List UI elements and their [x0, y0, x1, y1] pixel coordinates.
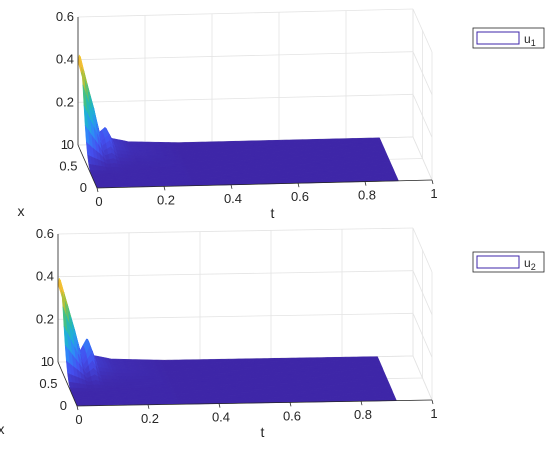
t-tick — [297, 183, 300, 188]
t-tick-label: 0.4 — [224, 191, 242, 206]
legend-swatch — [476, 255, 520, 269]
z-tick-label: 0.4 — [36, 269, 54, 284]
z-tick-label: 0 — [47, 354, 54, 369]
x-tick-label: 1 — [61, 137, 68, 152]
legend: u2 — [472, 251, 545, 273]
z-tick-label: 0.4 — [56, 52, 74, 67]
grid-line — [57, 312, 414, 320]
z-tick-label: 0.2 — [56, 94, 74, 109]
x-tick-label: 0.5 — [39, 376, 57, 391]
t-axis-label: t — [261, 424, 265, 440]
t-tick — [218, 403, 221, 408]
surface-patch — [375, 137, 382, 141]
t-axis-line — [76, 399, 433, 407]
t-tick-label: 0.6 — [291, 189, 309, 204]
t-tick-label: 1 — [430, 186, 437, 201]
x-tick-label: 0 — [60, 398, 67, 413]
x-tick-label: 1 — [41, 354, 48, 369]
surface-patch — [373, 356, 380, 360]
legend-swatch — [476, 31, 520, 45]
x-tick-label: 0 — [80, 180, 87, 195]
t-tick — [230, 184, 233, 189]
surface-patch — [383, 378, 389, 382]
x-axis-label: x — [18, 203, 25, 219]
surface-mesh — [57, 277, 397, 406]
z-tick-label: 0.2 — [36, 311, 54, 326]
t-tick-label: 0.6 — [283, 408, 301, 423]
t-tick — [163, 186, 166, 191]
t-tick — [431, 179, 434, 185]
z-tick-label: 0 — [67, 137, 74, 152]
x-axis-line — [57, 361, 78, 407]
t-tick-label: 0.8 — [358, 188, 376, 203]
legend-label: u1 — [524, 32, 536, 48]
axes — [57, 234, 434, 411]
t-tick — [289, 402, 292, 407]
t-axis-label: t — [271, 205, 275, 221]
t-tick — [431, 399, 434, 405]
x-axis-line — [77, 144, 98, 189]
legend-label: u2 — [524, 256, 536, 272]
z-tick-label: 0.6 — [56, 9, 74, 24]
t-axis-line — [96, 179, 433, 189]
legend: u1 — [472, 27, 545, 49]
t-tick — [76, 405, 79, 411]
z-tick-label: 0.6 — [36, 226, 54, 241]
grid-line — [57, 270, 414, 278]
x-tick-label: 0.5 — [59, 159, 77, 174]
x-axis-label: x — [0, 421, 5, 437]
axes — [77, 17, 434, 193]
t-tick — [96, 187, 99, 193]
t-tick-label: 0 — [75, 412, 82, 427]
grid-line — [77, 8, 414, 18]
t-tick — [360, 401, 363, 406]
t-tick-label: 0 — [95, 194, 102, 209]
t-tick-label: 0.8 — [354, 407, 372, 422]
t-tick-label: 1 — [430, 406, 437, 421]
t-tick-label: 0.4 — [212, 410, 230, 425]
t-tick-label: 0.2 — [157, 192, 175, 207]
t-tick — [364, 181, 367, 186]
t-tick — [147, 404, 150, 409]
grid-line — [57, 227, 414, 235]
grid-line — [77, 51, 414, 61]
t-tick-label: 0.2 — [141, 411, 159, 426]
surface-patch — [385, 159, 391, 163]
grid-line — [77, 93, 414, 103]
surface-mesh — [77, 54, 399, 188]
